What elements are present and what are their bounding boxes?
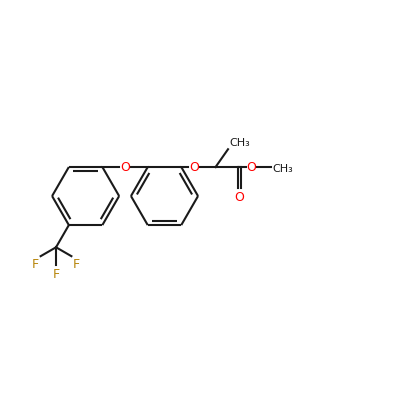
Text: O: O (234, 192, 244, 204)
Text: O: O (189, 160, 199, 174)
Text: O: O (120, 160, 130, 174)
Text: CH₃: CH₃ (272, 164, 293, 174)
Text: F: F (52, 268, 60, 281)
Text: CH₃: CH₃ (230, 138, 250, 148)
Text: O: O (246, 160, 256, 174)
Text: F: F (73, 258, 80, 271)
Text: F: F (32, 258, 39, 271)
